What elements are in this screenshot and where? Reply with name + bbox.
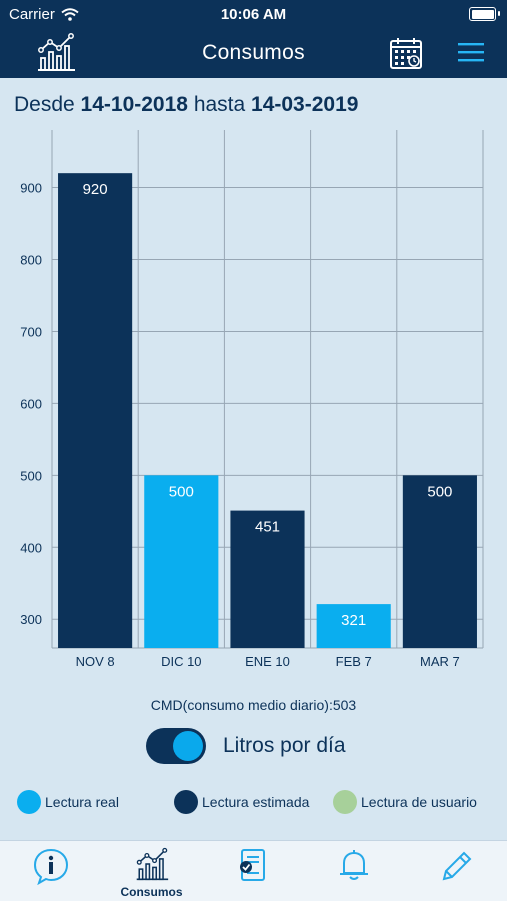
y-tick-label: 400 — [20, 540, 42, 555]
toggle-knob — [173, 731, 203, 761]
tab-checklist[interactable] — [202, 841, 303, 901]
bell-icon — [339, 850, 368, 880]
bar-value-label: 500 — [169, 483, 194, 500]
chart-trend-icon[interactable] — [35, 32, 77, 72]
date-range: Desde 14-10-2018 hasta 14-03-2019 — [14, 93, 358, 117]
consumption-bar-chart: 300 400 500 600 700 800 900 920 NOV 8 500 DIC 10 45… — [20, 130, 484, 669]
date-range-end: 14-03-2019 — [251, 93, 359, 116]
x-tick-label: NOV 8 — [76, 654, 115, 669]
bar-mar-7 — [402, 475, 477, 648]
date-range-start: 14-10-2018 — [80, 93, 188, 116]
bar-value-label: 920 — [83, 181, 108, 198]
y-tick-label: 800 — [20, 253, 42, 268]
chart-trend-icon — [136, 847, 168, 881]
status-time: 10:06 AM — [220, 6, 287, 23]
bar-ene-10 — [230, 510, 305, 648]
date-range-prefix: Desde — [14, 93, 75, 116]
status-bar: Carrier 10:06 AM — [0, 0, 507, 28]
tab-consumos-label: Consumos — [120, 885, 183, 899]
y-tick-label: 900 — [20, 181, 42, 196]
legend-label-estimada: Lectura estimada — [202, 794, 310, 810]
hamburger-menu-icon[interactable] — [458, 41, 484, 63]
bar-dic-10 — [144, 475, 219, 648]
tab-notifications[interactable] — [303, 841, 404, 901]
pencil-icon — [442, 851, 471, 881]
y-tick-label: 700 — [20, 324, 42, 339]
chart-legend: Lectura real Lectura estimada Lectura de… — [0, 790, 507, 816]
litros-por-dia-toggle[interactable] — [146, 728, 206, 764]
legend-dot-estimada — [174, 790, 198, 814]
legend-label-usuario: Lectura de usuario — [361, 794, 477, 810]
y-tick-label: 600 — [20, 396, 42, 411]
page-title: Consumos — [202, 41, 305, 64]
bar-value-label: 451 — [255, 519, 280, 536]
y-tick-label: 500 — [20, 468, 42, 483]
legend-item-estimada: Lectura estimada — [174, 790, 309, 814]
bar-value-label: 321 — [341, 612, 366, 629]
bar-value-label: 500 — [427, 483, 452, 500]
tab-edit[interactable] — [404, 841, 505, 901]
x-tick-label: DIC 10 — [161, 654, 201, 669]
carrier-label: Carrier — [9, 6, 55, 23]
x-tick-label: FEB 7 — [336, 654, 372, 669]
tab-bar: Consumos — [0, 840, 507, 901]
nav-bar: Consumos — [0, 28, 507, 78]
info-icon — [33, 848, 68, 885]
checklist-icon — [239, 849, 265, 881]
tab-consumos[interactable]: Consumos — [101, 841, 202, 901]
wifi-icon — [61, 8, 79, 21]
legend-item-real: Lectura real — [17, 790, 119, 814]
cmd-average-text: CMD(consumo medio diario):503 — [150, 697, 357, 713]
x-tick-label: MAR 7 — [420, 654, 460, 669]
legend-dot-usuario — [333, 790, 357, 814]
bar-nov-8 — [58, 173, 133, 648]
carrier-group: Carrier — [9, 6, 79, 23]
legend-label-real: Lectura real — [45, 794, 119, 810]
legend-item-usuario: Lectura de usuario — [333, 790, 477, 814]
battery-icon — [469, 7, 500, 21]
toggle-label: Litros por día — [223, 734, 346, 757]
units-toggle-row: Litros por día — [146, 728, 346, 764]
x-tick-label: ENE 10 — [245, 654, 290, 669]
y-tick-label: 300 — [20, 612, 42, 627]
legend-dot-real — [17, 790, 41, 814]
calendar-icon[interactable] — [389, 36, 423, 70]
bar-feb-7 — [316, 604, 391, 648]
tab-info[interactable] — [0, 841, 101, 901]
date-range-middle: hasta — [193, 93, 246, 116]
